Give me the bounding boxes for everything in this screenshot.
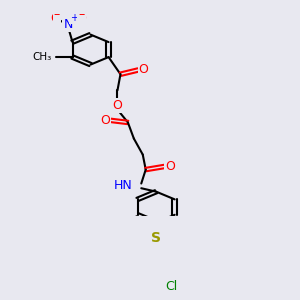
Text: O: O [112,99,122,112]
Text: O: O [50,13,60,26]
Text: HN: HN [114,179,133,192]
Text: –: – [54,8,60,21]
Text: O: O [76,13,86,26]
Text: N: N [63,18,73,31]
Text: S: S [151,231,161,245]
Text: Cl: Cl [165,280,177,293]
Text: O: O [139,64,148,76]
Text: –: – [78,8,85,21]
Text: CH₃: CH₃ [32,52,52,62]
Text: O: O [100,114,110,127]
Text: O: O [166,160,175,173]
Text: +: + [70,13,78,23]
